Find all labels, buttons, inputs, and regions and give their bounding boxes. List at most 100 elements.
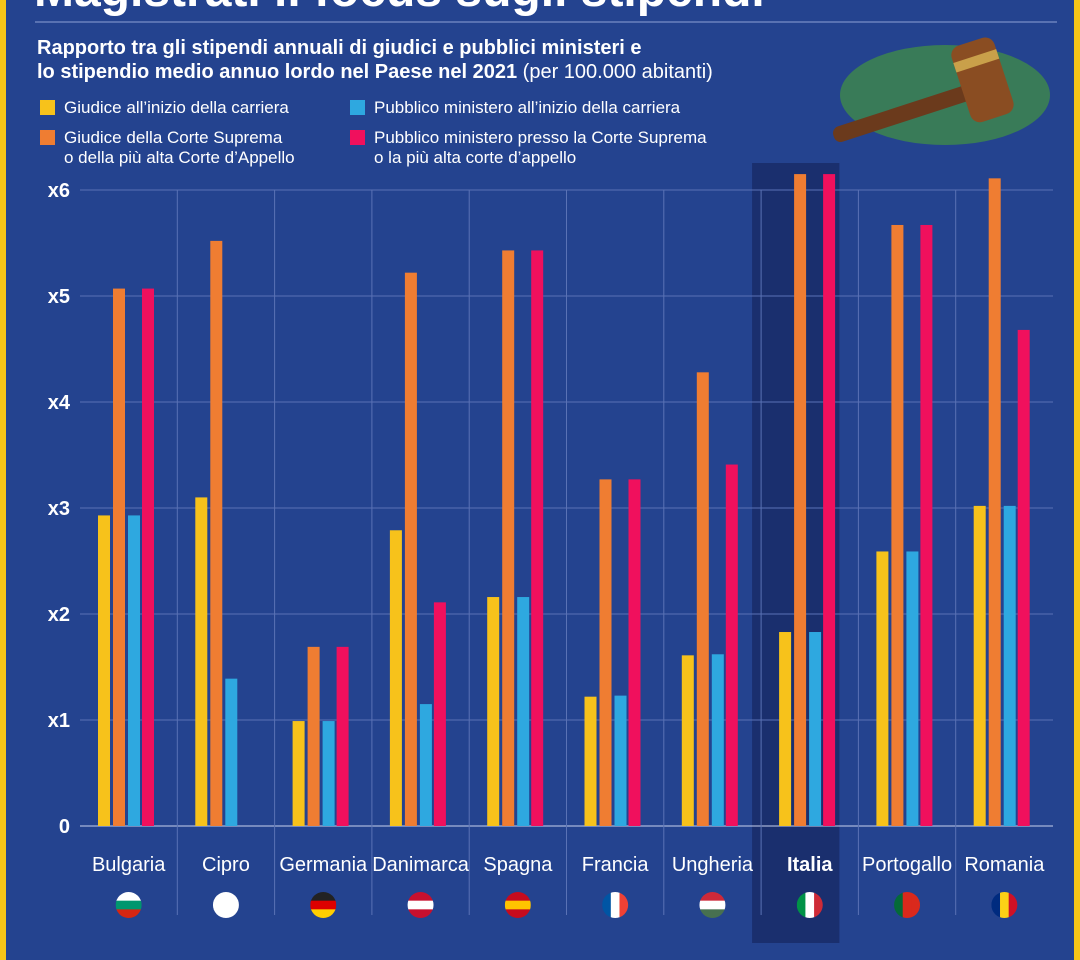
bar	[142, 288, 154, 827]
y-tick-label: x4	[48, 392, 71, 414]
bar	[891, 224, 904, 827]
flag	[407, 892, 434, 918]
y-tick-label: x3	[48, 498, 70, 520]
bar	[433, 602, 446, 826]
legend-label: Giudice all’inizio della carriera	[64, 98, 289, 117]
flag	[115, 892, 142, 918]
bar	[502, 250, 515, 827]
bar	[794, 174, 807, 827]
legend-item: Giudice della Corte Suprema o della più …	[40, 128, 295, 168]
flag-stripe	[894, 892, 904, 918]
flag-stripe	[602, 892, 612, 918]
bar	[973, 505, 986, 826]
flag-stripe	[699, 892, 726, 902]
flag-stripe	[407, 900, 434, 910]
x-tick-label: Germania	[279, 854, 368, 876]
bar	[195, 497, 208, 826]
y-tick-label: x2	[48, 604, 70, 626]
legend-label: Giudice della Corte Suprema o della più …	[64, 128, 295, 167]
gavel	[833, 37, 1050, 145]
bar	[920, 224, 933, 827]
flag-stripe	[504, 900, 531, 910]
legend-item: Pubblico ministero presso la Corte Supre…	[350, 128, 707, 168]
legend-swatch	[40, 130, 55, 145]
y-tick-label: 0	[59, 816, 70, 838]
y-tick-label: x1	[48, 710, 70, 732]
bar	[614, 695, 627, 826]
bar	[292, 721, 305, 826]
flag-stripe	[310, 909, 337, 918]
flag-stripe	[902, 892, 912, 918]
flag-stripe	[699, 909, 726, 918]
legend-label: Pubblico ministero presso la Corte Supre…	[374, 128, 707, 167]
flag-stripe	[1000, 892, 1010, 918]
bar	[517, 597, 530, 826]
flag	[602, 892, 629, 918]
legend-item: Giudice all’inizio della carriera	[40, 98, 289, 118]
bar	[98, 515, 110, 826]
bar	[779, 632, 792, 826]
bar	[322, 721, 335, 826]
flag-stripe	[796, 892, 806, 918]
flag-stripe	[991, 892, 1001, 918]
flag-stripe	[805, 892, 815, 918]
bar	[336, 646, 349, 826]
bar	[681, 655, 694, 826]
legend-label: Pubblico ministero all’inizio della carr…	[374, 98, 681, 117]
subtitle: Rapporto tra gli stipendi annuali di giu…	[37, 36, 837, 84]
x-tick-label: Portogallo	[862, 854, 952, 876]
bar	[696, 372, 709, 826]
flag-stripe	[619, 892, 629, 918]
bar	[389, 530, 402, 826]
bar	[128, 515, 140, 826]
flag-stripe	[212, 909, 239, 918]
flag-stripe	[115, 909, 142, 918]
flag	[796, 892, 823, 918]
x-tick-label: Romania	[964, 854, 1045, 876]
chart-title: Magistrati il focus sugli stipendi	[34, 0, 765, 17]
flag-stripe	[814, 892, 823, 918]
x-tick-label: Danimarca	[372, 854, 470, 876]
flag-stripe	[504, 909, 531, 918]
bar	[307, 646, 320, 826]
legend-swatch	[350, 100, 365, 115]
flag-stripe	[911, 892, 921, 918]
flag	[991, 892, 1018, 918]
x-tick-label: Spagna	[483, 854, 553, 876]
bar	[906, 551, 919, 826]
bar	[809, 632, 822, 826]
flag-stripe	[699, 900, 726, 910]
bar	[584, 696, 597, 826]
legend-item: Pubblico ministero all’inizio della carr…	[350, 98, 680, 118]
border	[1074, 0, 1080, 960]
flag-stripe	[212, 900, 239, 910]
flag-stripe	[115, 900, 142, 910]
bar	[599, 479, 612, 826]
flag-stripe	[310, 892, 337, 902]
flag	[504, 892, 531, 918]
bar	[225, 678, 238, 826]
bar	[711, 654, 724, 826]
flag-stripe	[1008, 892, 1018, 918]
bar	[988, 178, 1001, 827]
x-tick-label: Francia	[582, 854, 650, 876]
bar	[725, 464, 738, 826]
y-tick-label: x6	[48, 180, 70, 202]
flag	[894, 892, 921, 918]
flag	[310, 892, 337, 918]
flag-stripe	[115, 892, 142, 902]
bar	[1017, 329, 1030, 826]
note: (per 100.000 abitanti)	[522, 61, 713, 83]
x-tick-label: Ungheria	[672, 854, 754, 876]
y-tick-label: x5	[48, 286, 70, 308]
flag-stripe	[310, 900, 337, 910]
flag-stripe	[610, 892, 620, 918]
bar	[419, 704, 432, 826]
bar	[210, 240, 223, 826]
flag-stripe	[407, 909, 434, 918]
flag	[699, 892, 726, 918]
bar	[876, 551, 889, 826]
bar	[113, 288, 125, 827]
flag-stripe	[212, 892, 239, 902]
